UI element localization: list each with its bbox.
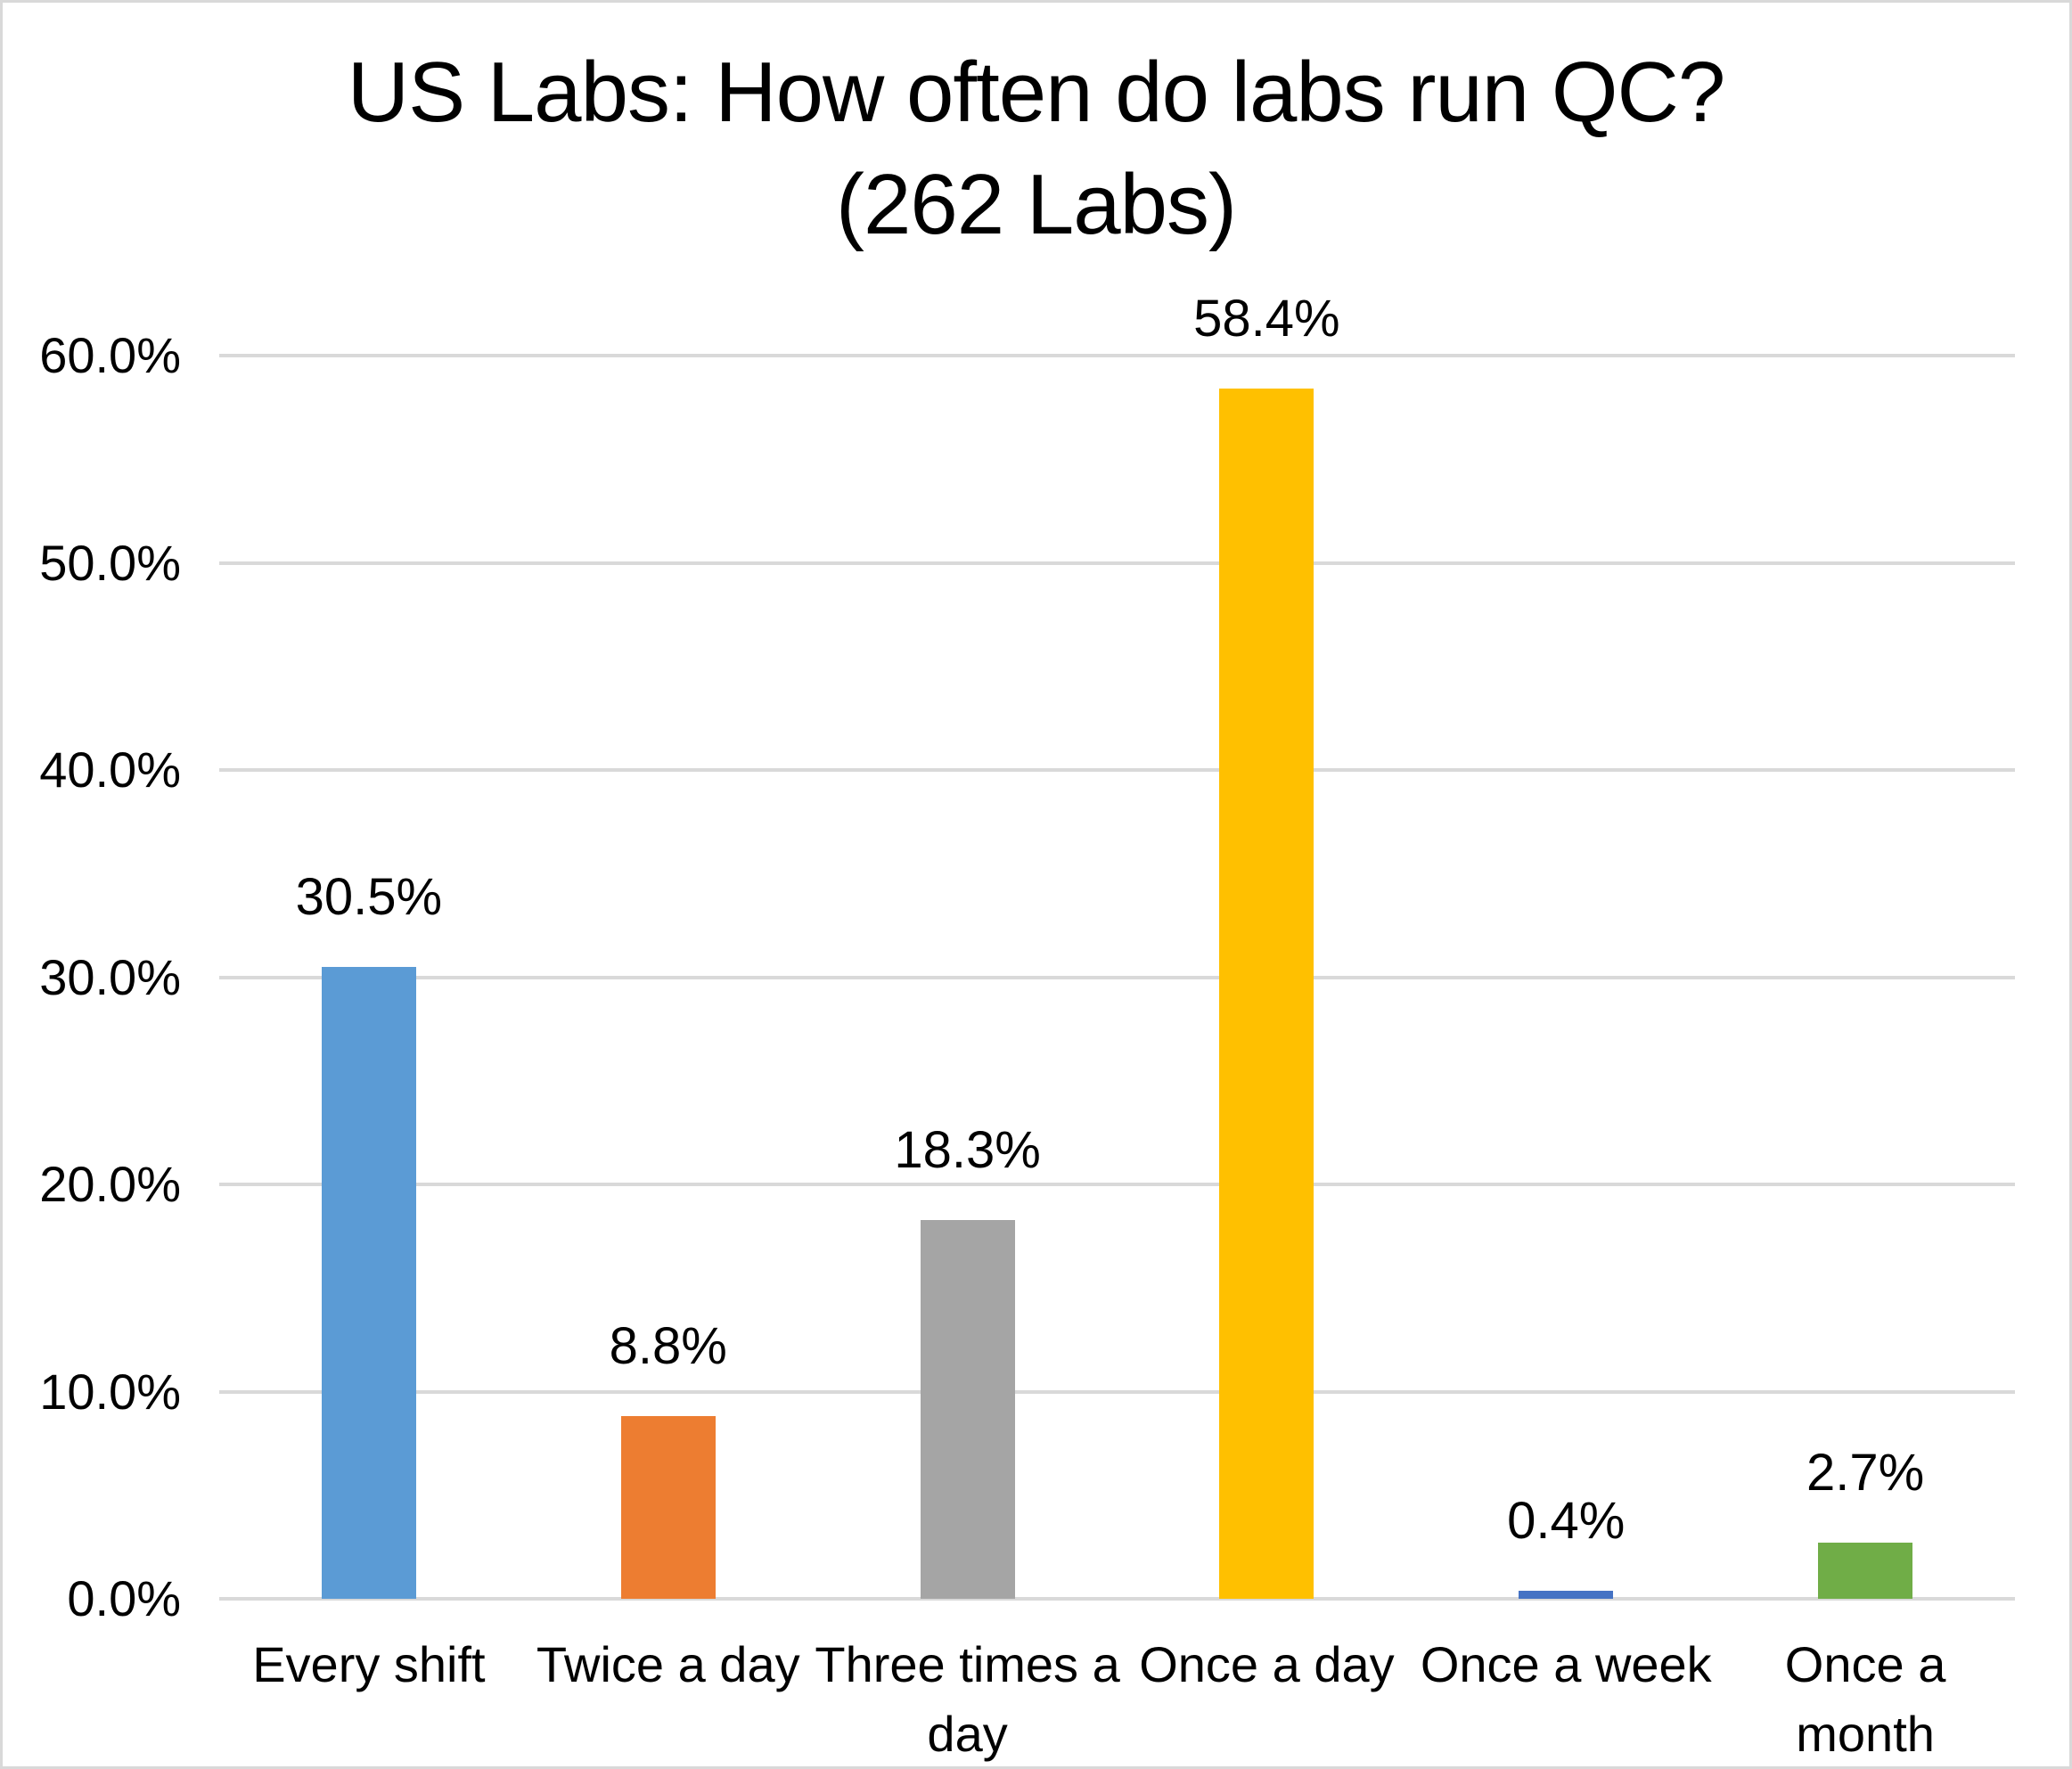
category-label-three-times-a-day: Three times a day <box>815 1636 1120 1762</box>
x-axis-line <box>219 1597 2015 1601</box>
gridline-10-0 <box>219 1389 2015 1394</box>
data-label-every-shift: 30.5% <box>295 867 443 926</box>
data-label-once-a-month: 2.7% <box>1806 1444 1925 1503</box>
bar-every-shift <box>321 966 416 1599</box>
gridline-40-0 <box>219 768 2015 772</box>
chart-title: US Labs: How often do labs run QC? (262 … <box>3 37 2069 261</box>
category-label-once-a-month: Once a month <box>1784 1636 1946 1762</box>
plot-area: 0.0% 10.0% 20.0% 30.0% 40.0% 50.0% 60.0% 30.5% E… <box>3 3 2069 1766</box>
y-tick-label-60-0: 60.0% <box>39 327 181 383</box>
y-tick-label-20-0: 20.0% <box>39 1156 181 1212</box>
data-label-once-a-week: 0.4% <box>1507 1491 1626 1550</box>
y-tick-label-10-0: 10.0% <box>39 1363 181 1420</box>
gridline-30-0 <box>219 975 2015 979</box>
bar-once-a-week <box>1519 1590 1614 1599</box>
gridline-20-0 <box>219 1183 2015 1186</box>
category-label-twice-a-day: Twice a day <box>536 1636 800 1692</box>
gridline-50-0 <box>219 561 2015 565</box>
data-label-once-a-day: 58.4% <box>1193 290 1340 348</box>
bar-three-times-a-day <box>920 1219 1015 1599</box>
bar-once-a-month <box>1818 1543 1913 1599</box>
bar-once-a-day <box>1219 389 1314 1599</box>
data-label-twice-a-day: 8.8% <box>609 1317 727 1376</box>
category-label-once-a-week: Once a week <box>1420 1636 1712 1692</box>
category-label-once-a-day: Once a day <box>1139 1636 1395 1692</box>
chart-title-line-2: (262 Labs) <box>836 157 1237 252</box>
category-label-every-shift: Every shift <box>252 1636 486 1692</box>
y-tick-label-30-0: 30.0% <box>39 948 181 1005</box>
y-tick-label-40-0: 40.0% <box>39 741 181 798</box>
y-tick-label-0-0: 0.0% <box>67 1570 181 1626</box>
bar-twice-a-day <box>620 1416 716 1599</box>
data-label-three-times-a-day: 18.3% <box>894 1120 1041 1179</box>
chart-title-line-1: US Labs: How often do labs run QC? <box>347 45 1726 140</box>
y-tick-label-50-0: 50.0% <box>39 534 181 591</box>
gridline-60-0 <box>219 354 2015 357</box>
